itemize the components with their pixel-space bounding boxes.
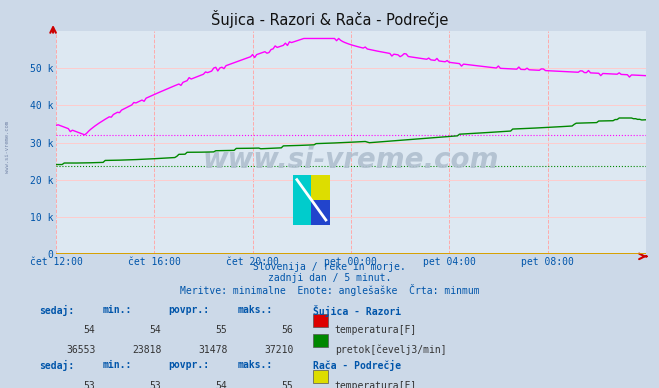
Text: Šujica - Razori & Rača - Podrečje: Šujica - Razori & Rača - Podrečje	[211, 10, 448, 28]
Text: 54: 54	[215, 381, 227, 388]
Text: 56: 56	[281, 325, 293, 335]
Text: Meritve: minimalne  Enote: anglešaške  Črta: minmum: Meritve: minimalne Enote: anglešaške Črt…	[180, 284, 479, 296]
Bar	[293, 175, 312, 225]
Text: sedaj:: sedaj:	[40, 360, 74, 371]
Text: Slovenija / reke in morje.: Slovenija / reke in morje.	[253, 262, 406, 272]
Text: 36553: 36553	[66, 345, 96, 355]
Text: 53: 53	[150, 381, 161, 388]
Text: 54: 54	[84, 325, 96, 335]
Text: povpr.:: povpr.:	[168, 305, 209, 315]
Text: 53: 53	[84, 381, 96, 388]
Text: 37210: 37210	[264, 345, 293, 355]
Text: Rača - Podrečje: Rača - Podrečje	[313, 360, 401, 371]
Text: www.si-vreme.com: www.si-vreme.com	[5, 121, 11, 173]
Text: pretok[čevelj3/min]: pretok[čevelj3/min]	[335, 345, 446, 355]
Text: 55: 55	[215, 325, 227, 335]
Text: min.:: min.:	[102, 360, 132, 371]
Text: maks.:: maks.:	[237, 360, 272, 371]
Text: min.:: min.:	[102, 305, 132, 315]
Text: www.si-vreme.com: www.si-vreme.com	[203, 146, 499, 175]
Text: sedaj:: sedaj:	[40, 305, 74, 315]
Text: 55: 55	[281, 381, 293, 388]
Text: povpr.:: povpr.:	[168, 360, 209, 371]
Bar	[312, 175, 330, 200]
Text: temperatura[F]: temperatura[F]	[335, 381, 417, 388]
Text: 23818: 23818	[132, 345, 161, 355]
Text: 31478: 31478	[198, 345, 227, 355]
Bar	[312, 200, 330, 225]
Text: Šujica - Razori: Šujica - Razori	[313, 305, 401, 317]
Text: 54: 54	[150, 325, 161, 335]
Text: zadnji dan / 5 minut.: zadnji dan / 5 minut.	[268, 273, 391, 283]
Text: temperatura[F]: temperatura[F]	[335, 325, 417, 335]
Text: maks.:: maks.:	[237, 305, 272, 315]
